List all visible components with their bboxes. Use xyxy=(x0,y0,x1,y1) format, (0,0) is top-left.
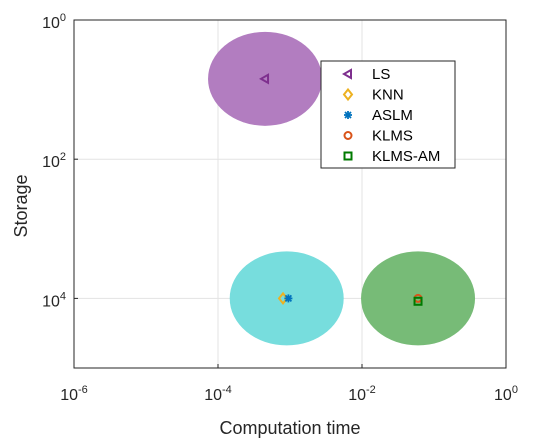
y-tick-label: 100 xyxy=(42,12,66,32)
x-axis-title: Computation time xyxy=(219,418,360,438)
asterisk-stroke xyxy=(284,294,293,303)
legend-marker-ls xyxy=(341,68,352,80)
legend-box xyxy=(320,60,456,169)
x-tick-label: 10-6 xyxy=(60,384,88,404)
x-tick-label: 10-4 xyxy=(204,384,232,404)
legend-marker-klms-am xyxy=(343,151,353,161)
legend-marker-klms xyxy=(343,131,353,140)
y-tick-label: 104 xyxy=(42,290,66,310)
region-ellipse xyxy=(208,31,323,126)
x-tick-label: 100 xyxy=(494,384,518,404)
marker-layer xyxy=(259,73,423,306)
x-tick-label: 10-2 xyxy=(348,384,376,404)
legend-label-ls: LS xyxy=(372,66,390,83)
legend: LS KNN ASLM KLMS KLMS-AM xyxy=(320,60,456,169)
data-point-klms-am xyxy=(413,296,423,306)
legend-label-aslm: ASLM xyxy=(372,107,413,124)
data-point-ls xyxy=(259,73,270,85)
legend-label-knn: KNN xyxy=(372,87,404,104)
y-tick-label: 102 xyxy=(42,151,66,171)
legend-marker-aslm xyxy=(344,111,352,119)
plot-frame xyxy=(73,19,507,369)
legend-label-klms-am: KLMS-AM xyxy=(372,148,440,165)
data-point-aslm xyxy=(284,294,293,303)
legend-marker-knn xyxy=(342,87,354,102)
legend-label-klms: KLMS xyxy=(372,128,413,145)
y-axis-title: Storage xyxy=(11,174,31,237)
tick-layer: 10-6 10-4 10-2 100 100 102 104 xyxy=(42,12,518,404)
asterisk-stroke xyxy=(344,111,352,119)
